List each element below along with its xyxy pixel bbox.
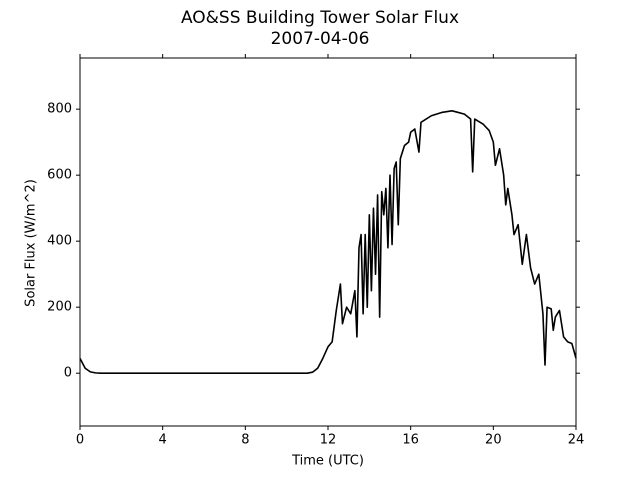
x-tick-label: 20 — [485, 433, 502, 448]
y-tick-label: 0 — [64, 366, 72, 381]
x-tick-label: 0 — [76, 433, 84, 448]
data-line — [79, 110, 577, 374]
y-tick-label: 600 — [47, 168, 72, 183]
y-tick-label: 200 — [47, 300, 72, 315]
y-tick-label: 400 — [47, 234, 72, 249]
y-tick-label: 800 — [47, 102, 72, 117]
x-tick-label: 4 — [159, 433, 167, 448]
x-axis-label: Time (UTC) — [291, 454, 364, 469]
plot-frame — [79, 57, 577, 427]
x-tick-label: 8 — [241, 433, 249, 448]
x-tick-label: 12 — [320, 433, 337, 448]
chart-subtitle: 2007-04-06 — [271, 29, 370, 49]
chart-title: AO&SS Building Tower Solar Flux — [181, 8, 459, 28]
y-axis-label: Solar Flux (W/m^2) — [24, 179, 39, 307]
x-tick-label: 16 — [402, 433, 419, 448]
x-tick-label: 24 — [568, 433, 585, 448]
